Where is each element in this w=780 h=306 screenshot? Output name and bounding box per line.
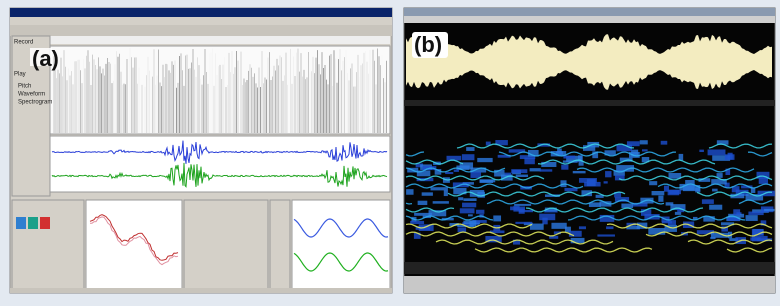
decoration xyxy=(418,201,428,205)
screenshot-composite: (a) Record Play Pitch Waveform Spectrogr… xyxy=(0,0,780,301)
decoration xyxy=(458,197,463,200)
decoration xyxy=(444,190,448,196)
decoration xyxy=(597,234,615,236)
decoration xyxy=(733,209,740,215)
decoration xyxy=(551,223,566,229)
decoration xyxy=(579,226,586,229)
decoration xyxy=(661,141,668,145)
decoration xyxy=(476,210,484,214)
decoration xyxy=(621,204,633,209)
decoration xyxy=(563,156,575,159)
decoration xyxy=(664,186,669,192)
decoration xyxy=(571,238,585,243)
decoration xyxy=(477,192,485,198)
decoration xyxy=(445,172,453,174)
decoration xyxy=(675,212,681,215)
decoration xyxy=(725,154,735,160)
panel-label: (b) xyxy=(414,32,442,57)
decoration xyxy=(433,201,449,204)
decoration xyxy=(564,188,577,191)
decoration xyxy=(578,155,582,160)
decoration xyxy=(746,215,758,221)
decoration xyxy=(477,158,492,162)
decoration xyxy=(750,237,760,240)
decoration xyxy=(470,172,481,178)
decoration xyxy=(709,205,722,210)
decoration xyxy=(540,169,553,171)
decoration xyxy=(422,192,433,195)
decoration xyxy=(649,181,657,185)
decoration xyxy=(669,190,681,194)
decoration xyxy=(530,168,541,171)
decoration xyxy=(524,158,534,165)
decoration xyxy=(606,226,613,229)
decoration xyxy=(454,169,459,171)
decoration xyxy=(658,196,663,202)
decoration xyxy=(712,189,718,192)
decoration xyxy=(557,148,562,152)
decoration xyxy=(462,154,475,160)
decoration xyxy=(695,188,700,193)
panel-label: (a) xyxy=(32,46,59,71)
decoration xyxy=(699,150,704,152)
decoration xyxy=(648,228,665,235)
decoration xyxy=(469,220,476,226)
decoration xyxy=(466,147,474,151)
option-label: Pitch xyxy=(18,84,31,90)
decoration xyxy=(463,198,476,201)
decoration xyxy=(516,175,528,177)
decoration xyxy=(708,149,726,155)
decoration xyxy=(652,191,665,195)
decoration xyxy=(640,140,648,144)
decoration xyxy=(430,187,447,190)
decoration xyxy=(515,222,532,224)
decoration xyxy=(605,171,611,177)
decoration xyxy=(642,149,648,151)
panel-b: (b) xyxy=(404,8,775,293)
option-label: Waveform xyxy=(18,92,45,98)
decoration xyxy=(573,171,586,173)
decoration xyxy=(751,188,756,193)
decoration xyxy=(511,169,527,173)
decoration xyxy=(764,209,774,211)
decoration xyxy=(561,165,568,170)
panel-a: (a) Record Play Pitch Waveform Spectrogr… xyxy=(10,8,392,293)
decoration xyxy=(406,189,413,195)
decoration xyxy=(460,208,475,213)
decoration xyxy=(604,181,608,183)
button-label: Record xyxy=(14,40,33,46)
decoration xyxy=(702,199,714,204)
decoration xyxy=(759,177,768,184)
decoration xyxy=(542,218,547,225)
decoration xyxy=(493,215,501,221)
decoration xyxy=(510,207,525,211)
decoration xyxy=(480,180,494,183)
decoration xyxy=(414,213,432,216)
button-label: Play xyxy=(14,72,26,78)
page: (a) Record Play Pitch Waveform Spectrogr… xyxy=(0,0,780,301)
decoration xyxy=(748,212,763,216)
decoration xyxy=(514,204,531,206)
decoration xyxy=(468,214,473,216)
option-label: Spectrogram xyxy=(18,100,52,106)
decoration xyxy=(579,178,597,183)
decoration xyxy=(458,227,467,232)
decoration xyxy=(410,221,424,224)
decoration xyxy=(462,203,476,208)
